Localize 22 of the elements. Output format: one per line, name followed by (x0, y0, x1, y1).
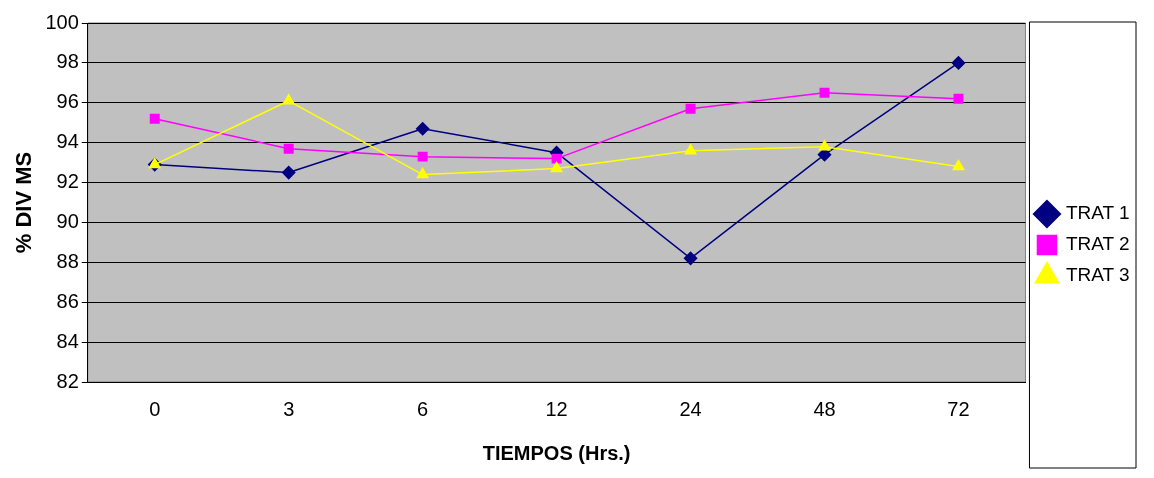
y-tick-label: 86 (56, 289, 79, 312)
y-axis-title: % DIV MS (11, 151, 37, 254)
x-tick-label: 0 (149, 397, 161, 420)
x-axis-title: TIEMPOS (Hrs.) (482, 441, 631, 464)
y-tick-label: 100 (45, 10, 79, 33)
x-tick-label: 3 (283, 397, 295, 420)
y-tick-label: 84 (56, 329, 79, 352)
x-tick-label: 24 (679, 397, 702, 420)
y-tick-label: 92 (56, 170, 79, 193)
x-tick-label: 12 (545, 397, 568, 420)
x-tick-label: 48 (813, 397, 836, 420)
x-tick-label: 6 (417, 397, 429, 420)
legend-label: TRAT 2 (1065, 233, 1130, 255)
legend-label: TRAT 3 (1065, 264, 1130, 286)
legend-label: TRAT 1 (1065, 202, 1130, 224)
y-tick-label: 88 (56, 249, 79, 272)
y-tick-label: 96 (56, 90, 79, 113)
y-tick-label: 94 (56, 130, 79, 153)
y-tick-label: 90 (56, 209, 79, 232)
x-tick-label: 72 (947, 397, 970, 420)
y-tick-label: 82 (56, 369, 79, 392)
y-tick-label: 98 (56, 50, 79, 73)
